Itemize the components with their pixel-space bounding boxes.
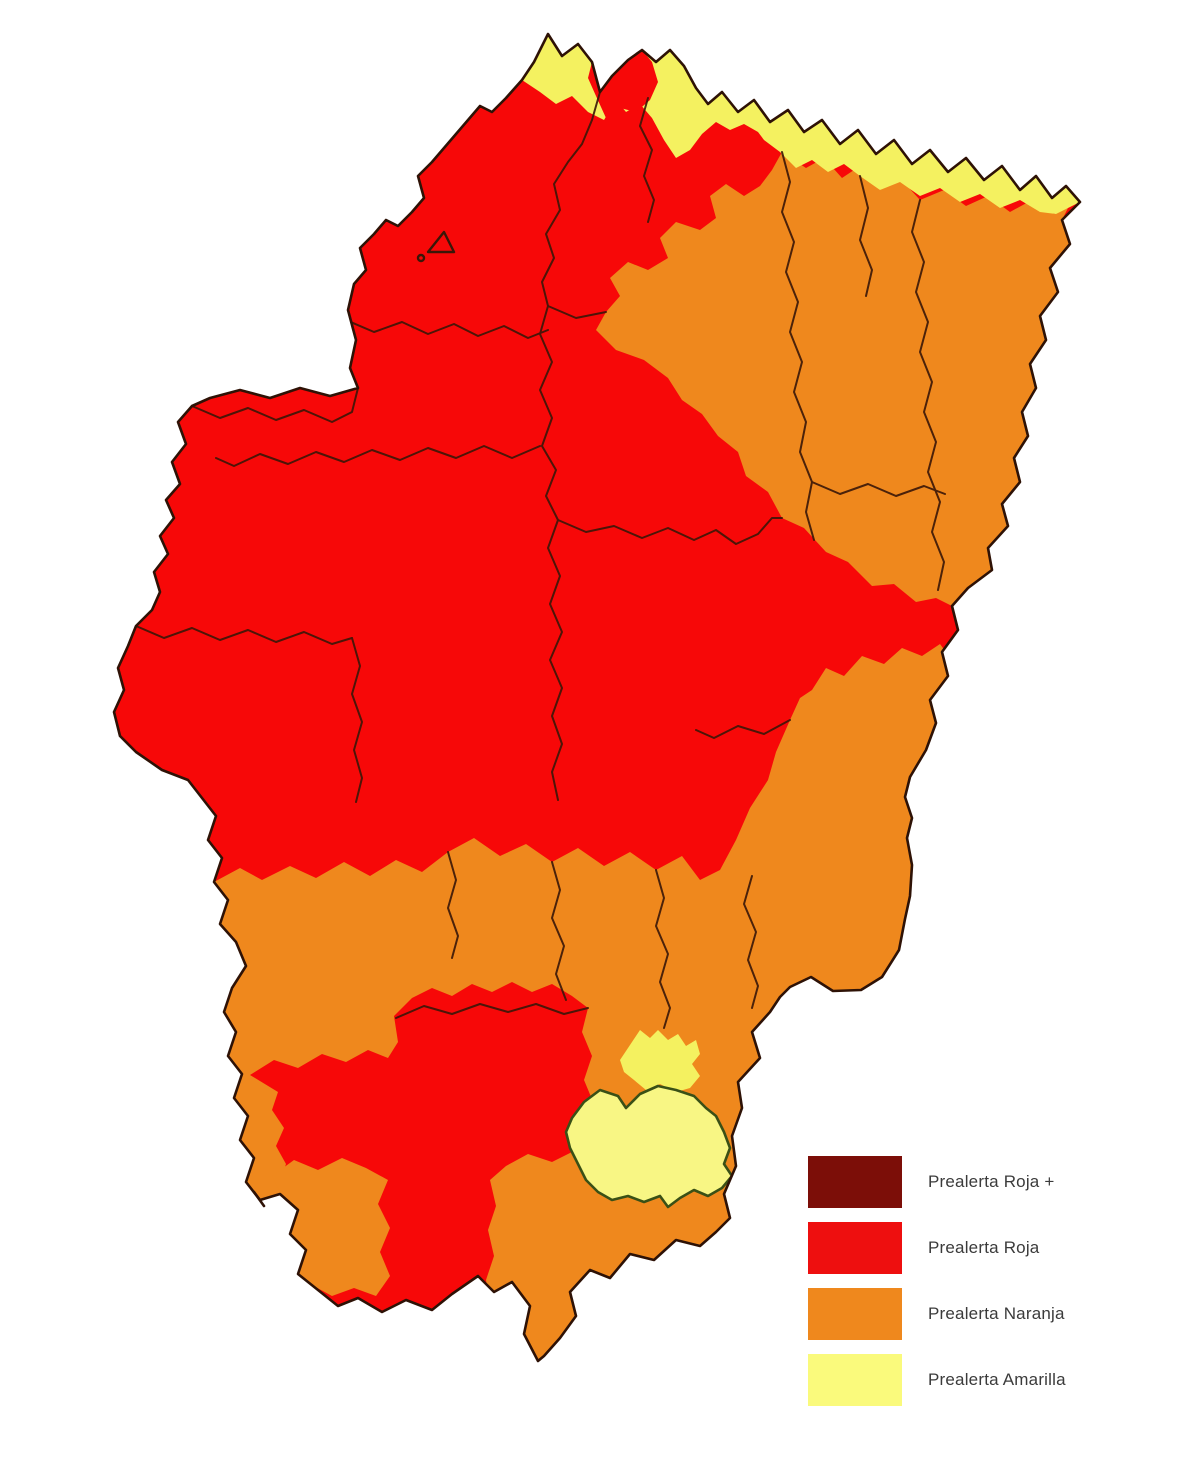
zone-prealerta-amarilla-north [522, 34, 1080, 214]
legend-item: Prealerta Roja + [808, 1156, 1066, 1208]
legend-label: Prealerta Amarilla [928, 1370, 1066, 1389]
legend-swatch-prealerta-roja-plus [808, 1156, 902, 1208]
legend-label: Prealerta Roja [928, 1238, 1040, 1257]
legend-item: Prealerta Amarilla [808, 1354, 1066, 1406]
legend: Prealerta Roja + Prealerta Roja Prealert… [808, 1156, 1066, 1420]
zone-prealerta-amarilla-south [564, 1084, 734, 1209]
legend-swatch-prealerta-naranja [808, 1288, 902, 1340]
zone-prealerta-amarilla-south-upper [620, 1030, 700, 1092]
legend-swatch-prealerta-roja [808, 1222, 902, 1274]
legend-item: Prealerta Naranja [808, 1288, 1066, 1340]
zone-prealerta-roja-north-gap [588, 50, 658, 118]
legend-label: Prealerta Naranja [928, 1304, 1065, 1323]
comarca-borders [135, 91, 946, 1029]
legend-item: Prealerta Roja [808, 1222, 1066, 1274]
legend-swatch-prealerta-amarilla [808, 1354, 902, 1406]
aragon-outline [112, 32, 1082, 1363]
zone-prealerta-naranja-southwest-patch [272, 1158, 390, 1296]
legend-label: Prealerta Roja + [928, 1172, 1055, 1191]
enclave-triangle-mark [416, 230, 456, 263]
islet-mark [252, 1190, 266, 1208]
zone-prealerta-naranja-northeast [596, 152, 1070, 606]
